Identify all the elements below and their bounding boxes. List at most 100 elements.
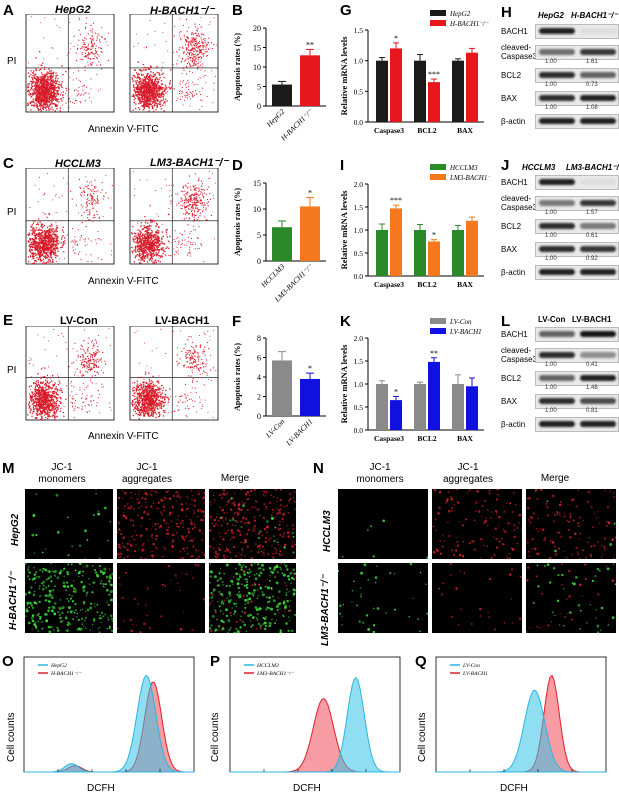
blot-quant: 1.00 (545, 105, 557, 111)
panel-letter-d: D (232, 157, 243, 174)
blot-l-col2: LV-BACH1 (572, 315, 612, 324)
blot-band (539, 28, 575, 34)
blot-strip (535, 24, 619, 39)
bar-ytick: 20 (253, 24, 261, 33)
flow-scatter-lvbach1 (129, 326, 219, 421)
legend-entry: LV-BACH1 (449, 328, 482, 336)
jc1-n-col1: JC-1 monomers (356, 462, 404, 485)
bar-ytick: 8 (257, 334, 261, 343)
bar-ytick: 2 (257, 393, 261, 402)
sig-mark: *** (428, 70, 440, 79)
blot-band (580, 118, 616, 124)
panel-letter-b: B (232, 2, 243, 19)
panel-letter-q: Q (415, 653, 427, 670)
blot-row-label: BACH1 (501, 27, 528, 36)
bar-ytick: 0 (257, 102, 261, 111)
blot-strip (535, 242, 619, 257)
blot-strip (535, 265, 619, 280)
bar-ytick: 10 (253, 205, 261, 214)
bar (414, 230, 426, 276)
blot-band (539, 223, 575, 229)
blot-band (539, 398, 575, 404)
hist-legend: LV-BACH1 (462, 671, 488, 677)
legend-entry: HCCLM3 (449, 164, 478, 172)
blot-quant: 1.00 (545, 59, 557, 65)
flow-ylabel-c: PI (7, 207, 17, 218)
bar (414, 60, 426, 122)
blot-band (580, 246, 616, 252)
flow-title-lm3bach1: LM3-BACH1⁻/⁻ (150, 157, 229, 169)
hist-p-xlabel: DCFH (293, 783, 321, 794)
bar-ytick: 15 (253, 179, 261, 188)
blot-j: BACH1 cleaved- Caspase3 1.00 1.57 BCL2 1.00 0.… (501, 173, 619, 291)
blot-band (580, 421, 616, 427)
sig-mark: ** (430, 349, 438, 358)
blot-quant: 1.57 (586, 210, 598, 216)
blot-row-label: cleaved- Caspase3 (501, 43, 538, 61)
bar-ytick: 5 (257, 231, 261, 240)
blot-strip (535, 417, 619, 432)
blot-row-label: BACH1 (501, 330, 528, 339)
micrograph-tile (25, 489, 113, 559)
panel-letter-p: P (210, 653, 221, 670)
hist-legend: H-BACH1⁻/⁻ (50, 671, 82, 677)
bar-ytick: 10 (253, 63, 261, 72)
flow-ylabel-e: PI (7, 365, 17, 376)
bar (376, 60, 388, 122)
flow-plot-a (25, 14, 219, 113)
panel-letter-f: F (232, 313, 242, 330)
flow-xlabel-c: Annexin V-FITC (88, 276, 159, 287)
bar-ytick: 15 (253, 44, 261, 53)
blot-l-col1: LV-Con (538, 315, 566, 324)
panel-letter-c: C (3, 155, 14, 172)
micrograph-tile (338, 489, 428, 559)
bar (466, 220, 478, 276)
blot-row-label: cleaved- Caspase3 (501, 346, 538, 364)
blot-row-label: BCL2 (501, 71, 522, 80)
bar-chart-d: Apoptosis rates (%)051015HCCLM3*LM3-BACH… (233, 179, 326, 304)
hist-q-ylabel: Cell counts (417, 712, 428, 762)
bar-xtick: BAX (457, 126, 473, 135)
bar (300, 378, 320, 416)
panel-letter-e: E (3, 312, 14, 329)
bar-xtick: Caspase3 (374, 434, 404, 443)
sig-mark: * (308, 189, 312, 198)
panel-letter-h: H (501, 4, 512, 21)
panel-letter-m: M (2, 460, 15, 477)
blot-quant: 1.00 (545, 408, 557, 414)
blot-band (539, 49, 575, 55)
blot-quant: 0.73 (586, 82, 598, 88)
bar (428, 82, 440, 122)
bar (452, 60, 464, 122)
bar-ytick: 1.0 (354, 226, 364, 235)
blot-strip (535, 327, 619, 342)
bar-xtick: BCL2 (417, 126, 436, 135)
sig-mark: ** (306, 40, 314, 49)
bar-xtick: Caspase3 (374, 126, 404, 135)
blot-row-label: BCL2 (501, 222, 522, 231)
blot-h-col1: HepG2 (538, 11, 564, 20)
bar-chart-i: Relative mRNA levels 0.0 0.5 1.0 1.5 2.0 HCCLM… (339, 164, 490, 289)
panel-letter-a: A (3, 2, 14, 19)
flow-scatter-lvcon (25, 326, 115, 421)
blot-band (539, 246, 575, 252)
flow-title-hepg2: HepG2 (55, 4, 91, 16)
bar-xtick: LV-Con (263, 417, 287, 441)
bar-ytick: 1.5 (354, 203, 364, 212)
blot-row-label: BACH1 (501, 178, 528, 187)
blot-row-label: BAX (501, 245, 518, 254)
blot-quant: 1.61 (586, 59, 598, 65)
blot-quant: 0.92 (586, 256, 598, 262)
histogram-o: HepG2 H-BACH1⁻/⁻ (23, 656, 195, 773)
panel-letter-g: G (340, 2, 352, 19)
hist-legend: LV-Con (462, 663, 480, 669)
bar (428, 241, 440, 276)
bar (272, 360, 292, 416)
bar-ylabel: Relative mRNA levels (339, 36, 349, 116)
blot-row-label: BAX (501, 397, 518, 406)
bar (390, 400, 402, 430)
legend-entry: LM3-BACH1⁻/⁻ (449, 174, 490, 182)
blot-band (539, 200, 575, 206)
bar-xtick: HCCLM3 (258, 262, 286, 290)
bar-ytick: 5 (257, 83, 261, 92)
